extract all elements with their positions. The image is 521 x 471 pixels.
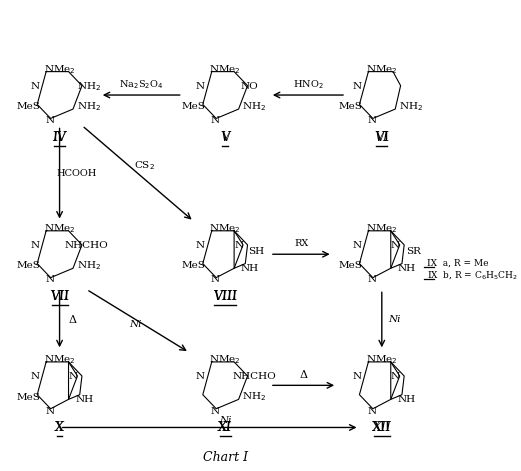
- Text: NMe$_2$: NMe$_2$: [366, 222, 398, 235]
- Text: N: N: [30, 373, 40, 382]
- Text: NH$_2$: NH$_2$: [399, 100, 423, 113]
- Text: Δ: Δ: [300, 370, 307, 380]
- Text: N: N: [196, 241, 205, 250]
- Text: V: V: [221, 130, 230, 144]
- Text: MeS: MeS: [339, 261, 363, 270]
- Text: NH: NH: [241, 264, 259, 273]
- Text: VII: VII: [50, 290, 69, 303]
- Text: NO: NO: [241, 82, 258, 91]
- Text: N: N: [353, 82, 362, 91]
- Text: NMe$_2$: NMe$_2$: [366, 63, 398, 76]
- Text: MeS: MeS: [16, 102, 40, 111]
- Text: N: N: [367, 406, 377, 415]
- Text: VI: VI: [375, 130, 389, 144]
- Text: N: N: [211, 116, 220, 125]
- Text: Chart I: Chart I: [203, 451, 247, 464]
- Text: N: N: [391, 373, 400, 382]
- Text: RX: RX: [294, 239, 308, 248]
- Text: NH: NH: [398, 395, 415, 404]
- Text: NMe$_2$: NMe$_2$: [209, 63, 241, 76]
- Text: Ni: Ni: [129, 320, 142, 329]
- Text: N: N: [367, 116, 377, 125]
- Text: XI: XI: [218, 421, 232, 434]
- Text: SR: SR: [406, 247, 420, 256]
- Text: N: N: [234, 241, 243, 250]
- Text: Δ: Δ: [68, 315, 76, 325]
- Text: N: N: [353, 241, 362, 250]
- Text: IX  a, R = Me: IX a, R = Me: [427, 259, 488, 268]
- Text: N: N: [45, 276, 54, 284]
- Text: IX  b, R = C$_6$H$_5$CH$_2$: IX b, R = C$_6$H$_5$CH$_2$: [427, 269, 517, 281]
- Text: MeS: MeS: [16, 261, 40, 270]
- Text: NMe$_2$: NMe$_2$: [366, 353, 398, 366]
- Text: XI: XI: [218, 421, 232, 434]
- Text: XII: XII: [373, 421, 391, 434]
- Text: CS$_2$: CS$_2$: [134, 159, 155, 171]
- Text: N: N: [196, 82, 205, 91]
- Text: NH$_2$: NH$_2$: [77, 80, 101, 93]
- Text: N: N: [211, 276, 220, 284]
- Text: HCOOH: HCOOH: [56, 169, 97, 178]
- Text: IV: IV: [53, 130, 67, 144]
- Text: VIII: VIII: [213, 290, 237, 303]
- Text: N: N: [353, 373, 362, 382]
- Text: Ni: Ni: [219, 416, 231, 425]
- Text: VIII: VIII: [213, 290, 237, 303]
- Text: NH$_2$: NH$_2$: [242, 390, 266, 404]
- Text: IV: IV: [53, 130, 67, 144]
- Text: SH: SH: [249, 247, 265, 256]
- Text: N: N: [211, 406, 220, 415]
- Text: N: N: [68, 373, 78, 382]
- Text: NH$_2$: NH$_2$: [77, 260, 101, 272]
- Text: NH$_2$: NH$_2$: [77, 100, 101, 113]
- Text: HNO$_2$: HNO$_2$: [293, 78, 324, 91]
- Text: X: X: [55, 421, 64, 434]
- Text: N: N: [30, 82, 40, 91]
- Text: VI: VI: [375, 130, 389, 144]
- Text: N: N: [196, 373, 205, 382]
- Text: X: X: [55, 421, 64, 434]
- Text: Na$_2$S$_2$O$_4$: Na$_2$S$_2$O$_4$: [119, 78, 164, 91]
- Text: MeS: MeS: [339, 102, 363, 111]
- Text: NHCHO: NHCHO: [65, 241, 108, 250]
- Text: N: N: [30, 241, 40, 250]
- Text: NMe$_2$: NMe$_2$: [44, 222, 76, 235]
- Text: N: N: [367, 276, 377, 284]
- Text: NMe$_2$: NMe$_2$: [44, 353, 76, 366]
- Text: NH: NH: [398, 264, 415, 273]
- Text: MeS: MeS: [182, 102, 206, 111]
- Text: MeS: MeS: [182, 261, 206, 270]
- Text: MeS: MeS: [16, 392, 40, 402]
- Text: NMe$_2$: NMe$_2$: [209, 353, 241, 366]
- Text: NH$_2$: NH$_2$: [242, 100, 266, 113]
- Text: N: N: [391, 241, 400, 250]
- Text: NH: NH: [75, 395, 93, 404]
- Text: NMe$_2$: NMe$_2$: [44, 63, 76, 76]
- Text: NHCHO: NHCHO: [232, 373, 276, 382]
- Text: NMe$_2$: NMe$_2$: [209, 222, 241, 235]
- Text: N: N: [45, 116, 54, 125]
- Text: Ni: Ni: [388, 315, 401, 324]
- Text: VII: VII: [50, 290, 69, 303]
- Text: XII: XII: [373, 421, 391, 434]
- Text: N: N: [45, 406, 54, 415]
- Text: V: V: [221, 130, 230, 144]
